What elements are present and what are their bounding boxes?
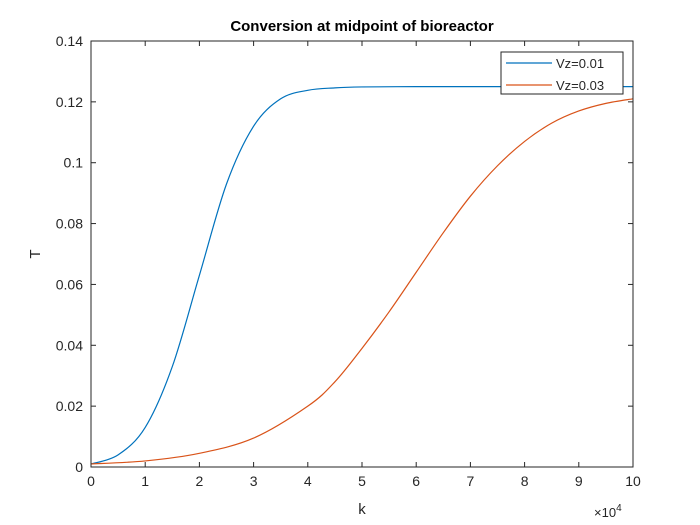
series-line-vz-0-01 — [90, 86, 633, 465]
x-axis-label: k — [358, 501, 366, 518]
series-layer — [90, 86, 634, 465]
legend-label-vz-0-01: Vz=0.01 — [556, 56, 604, 71]
y-tick-label: 0.02 — [56, 398, 83, 414]
x-axis-exponent-base: ×10 — [594, 505, 616, 520]
x-tick-label: 1 — [141, 473, 149, 489]
x-tick-label: 10 — [625, 473, 641, 489]
y-tick-label: 0.06 — [56, 276, 83, 292]
axes-box — [90, 40, 634, 468]
legend-box — [500, 51, 624, 95]
series-line-vz-0-03 — [90, 98, 634, 465]
x-tick-label: 0 — [87, 473, 95, 489]
y-tick-label: 0.1 — [64, 155, 84, 171]
legend-label-vz-0-03: Vz=0.03 — [556, 78, 604, 93]
y-tick-label: 0.04 — [56, 337, 83, 353]
x-tick-label: 3 — [250, 473, 258, 489]
y-tick-label: 0.12 — [56, 94, 83, 110]
x-axis-exponent: ×104 — [594, 503, 622, 520]
x-tick-label: 8 — [521, 473, 529, 489]
plot-area — [91, 41, 633, 467]
x-tick-label: 4 — [304, 473, 312, 489]
x-tick-label: 5 — [358, 473, 366, 489]
y-tick-label: 0.14 — [56, 33, 83, 49]
x-tick-label: 2 — [196, 473, 204, 489]
x-tick-label: 6 — [412, 473, 420, 489]
y-tick-label: 0 — [75, 459, 83, 475]
y-tick-label: 0.08 — [56, 216, 83, 232]
tick-layer: 0 1 2 3 4 5 6 7 8 9 10 0 0.02 0.04 0.06 0.08 0.1 0.12 0.14 — [56, 33, 641, 489]
legend: Vz=0.01 Vz=0.03 — [500, 51, 624, 95]
x-axis-exponent-power: 4 — [616, 503, 622, 514]
chart-title: Conversion at midpoint of bioreactor — [230, 18, 494, 35]
x-tick-label: 7 — [467, 473, 475, 489]
x-tick-label: 9 — [575, 473, 583, 489]
y-axis-label: T — [27, 249, 44, 258]
